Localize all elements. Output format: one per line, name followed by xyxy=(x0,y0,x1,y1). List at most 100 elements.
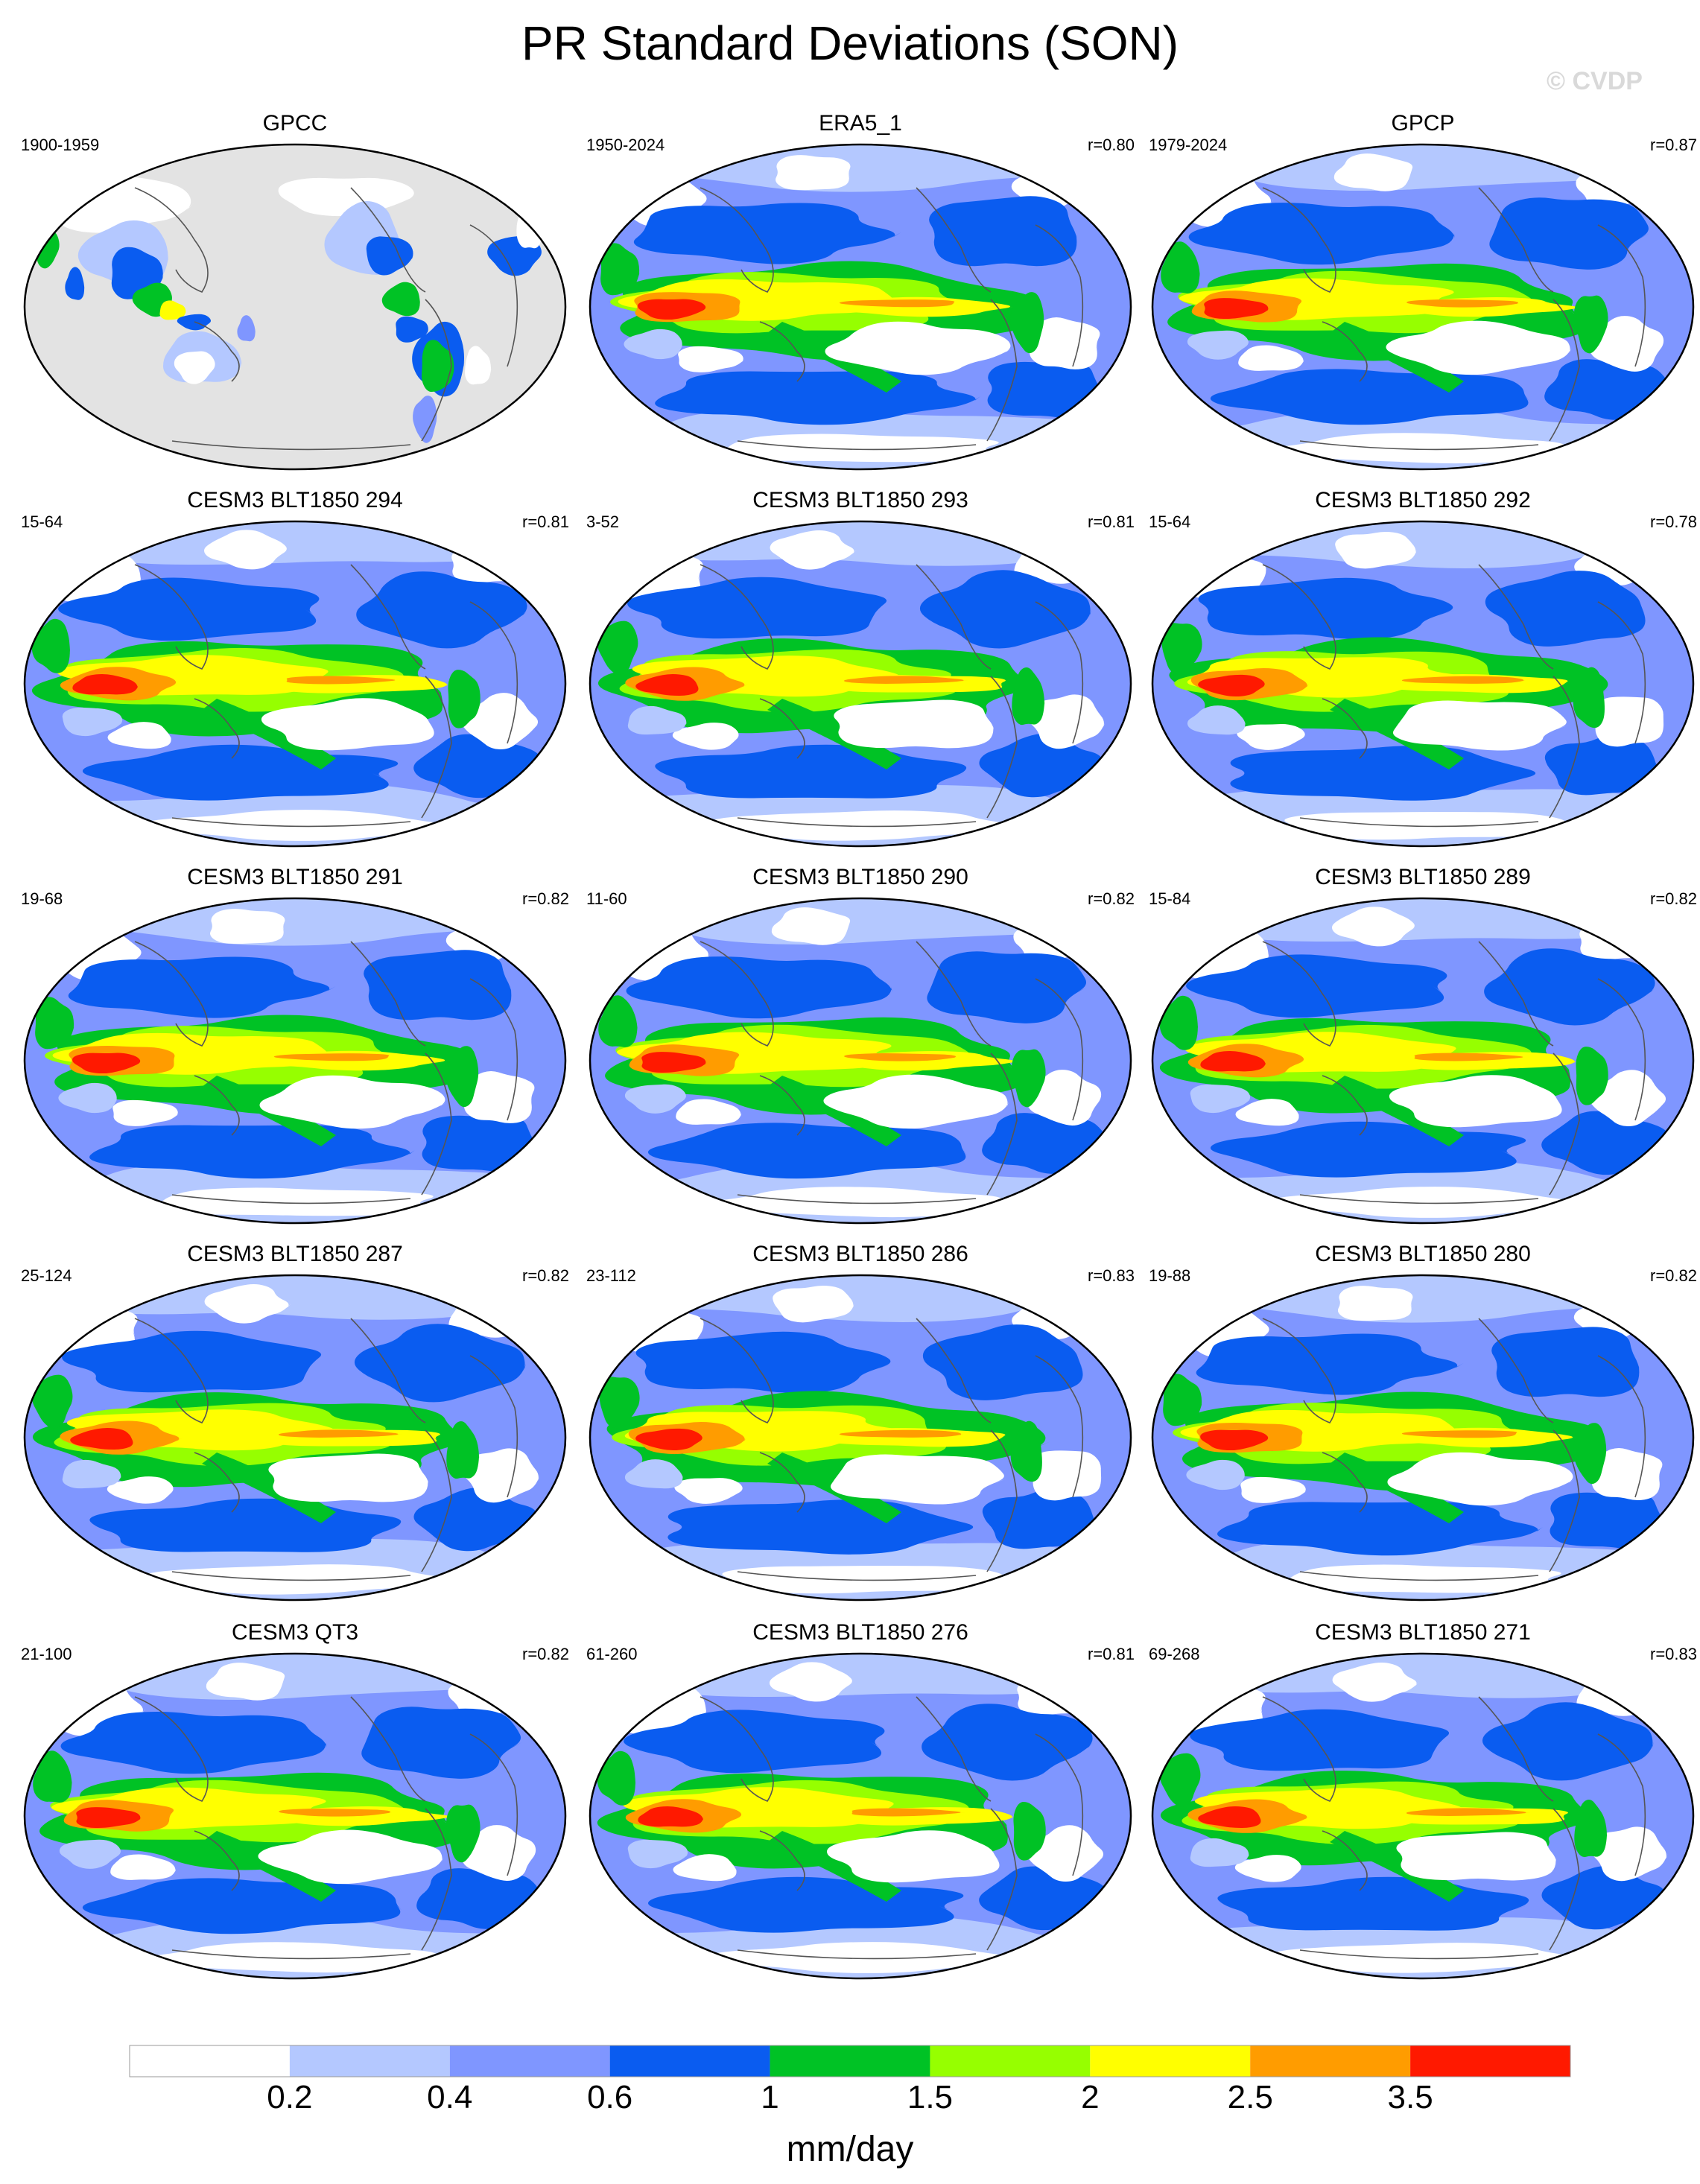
world-map xyxy=(589,143,1132,471)
panel-years: 23-112 xyxy=(586,1266,636,1285)
map-panel: CESM3 BLT1850 294 15-64 r=0.81 xyxy=(12,487,578,863)
colorbar-tick-label: 1.5 xyxy=(907,2079,954,2115)
panel-years: 19-68 xyxy=(21,889,63,908)
panel-years: 21-100 xyxy=(21,1645,72,1663)
panel-correlation: r=0.81 xyxy=(522,512,569,531)
map-panel: CESM3 BLT1850 292 15-64 r=0.78 xyxy=(1140,487,1700,863)
map-field xyxy=(590,521,1131,846)
world-map xyxy=(1151,1652,1695,1980)
world-map xyxy=(23,143,567,471)
panel-years: 25-124 xyxy=(21,1266,72,1285)
panel-years: 1979-2024 xyxy=(1149,136,1228,154)
map-panel: CESM3 BLT1850 276 61-260 r=0.81 xyxy=(577,1619,1144,1996)
map-panel: CESM3 BLT1850 271 69-268 r=0.83 xyxy=(1140,1619,1700,1996)
panel-years: 19-88 xyxy=(1149,1266,1191,1285)
colorbar-tick-label: 0.2 xyxy=(267,2079,313,2115)
panel-years: 15-84 xyxy=(1149,889,1191,908)
panel-title: CESM3 BLT1850 292 xyxy=(1315,488,1531,512)
panel-correlation: r=0.80 xyxy=(1088,136,1135,154)
world-map xyxy=(1151,1274,1695,1602)
panel-title: CESM3 BLT1850 294 xyxy=(187,488,403,512)
panel-title: CESM3 BLT1850 287 xyxy=(187,1242,403,1266)
colorbar-swatch xyxy=(770,2045,930,2077)
colorbar-tick-label: 3.5 xyxy=(1387,2079,1433,2115)
colorbar-tick-label: 0.4 xyxy=(427,2079,473,2115)
map-panel: GPCP 1979-2024 r=0.87 xyxy=(1140,110,1700,486)
map-panel: CESM3 BLT1850 291 19-68 r=0.82 xyxy=(12,864,578,1240)
panel-correlation: r=0.83 xyxy=(1088,1266,1135,1285)
panel-years: 61-260 xyxy=(586,1645,638,1663)
colorbar-swatch xyxy=(289,2045,450,2077)
panel-correlation: r=0.87 xyxy=(1650,136,1697,154)
colorbar-swatch xyxy=(1410,2045,1570,2077)
world-map xyxy=(1151,520,1695,848)
world-map xyxy=(23,1652,567,1980)
panel-title: CESM3 BLT1850 280 xyxy=(1315,1242,1531,1266)
world-map xyxy=(589,897,1132,1225)
colorbar xyxy=(129,2045,1571,2077)
panel-title: CESM3 BLT1850 289 xyxy=(1315,865,1531,889)
panel-correlation: r=0.81 xyxy=(1088,1645,1135,1663)
map-field xyxy=(1152,521,1693,846)
panel-years: 15-64 xyxy=(1149,512,1191,531)
colorbar-swatch xyxy=(1090,2045,1251,2077)
panel-correlation: r=0.81 xyxy=(1088,512,1135,531)
panel-years: 15-64 xyxy=(21,512,63,531)
panel-years: 1950-2024 xyxy=(586,136,665,154)
panel-correlation: r=0.82 xyxy=(1650,889,1697,908)
world-map xyxy=(589,520,1132,848)
world-map xyxy=(23,1274,567,1602)
world-map xyxy=(1151,143,1695,471)
colorbar-swatch xyxy=(930,2045,1091,2077)
panel-title: CESM3 QT3 xyxy=(231,1620,359,1645)
map-panel: ERA5_1 1950-2024 r=0.80 xyxy=(577,110,1144,486)
panel-title: CESM3 BLT1850 293 xyxy=(752,488,968,512)
map-field xyxy=(25,145,565,469)
panel-years: 69-268 xyxy=(1149,1645,1200,1663)
world-map xyxy=(589,1274,1132,1602)
map-panel: CESM3 BLT1850 286 23-112 r=0.83 xyxy=(577,1241,1144,1617)
panel-years: 11-60 xyxy=(586,889,627,908)
panel-title: CESM3 BLT1850 291 xyxy=(187,865,403,889)
panel-correlation: r=0.82 xyxy=(522,1266,569,1285)
colorbar-tick-label: 1 xyxy=(761,2079,779,2115)
figure-title: PR Standard Deviations (SON) xyxy=(521,16,1179,70)
panel-title: ERA5_1 xyxy=(819,111,902,136)
panel-correlation: r=0.78 xyxy=(1650,512,1697,531)
panel-correlation: r=0.83 xyxy=(1650,1645,1697,1663)
map-field xyxy=(25,1654,565,1978)
world-map xyxy=(589,1652,1132,1980)
colorbar-swatch xyxy=(1250,2045,1411,2077)
panel-title: GPCP xyxy=(1391,111,1455,136)
panel-years: 1900-1959 xyxy=(21,136,100,154)
panel-correlation: r=0.82 xyxy=(522,1645,569,1663)
panel-correlation: r=0.82 xyxy=(1088,889,1135,908)
colorbar-tick-label: 2.5 xyxy=(1227,2079,1273,2115)
map-panel: GPCC 1900-1959 xyxy=(12,110,578,486)
map-panel: CESM3 BLT1850 293 3-52 r=0.81 xyxy=(577,487,1144,863)
colorbar-units: mm/day xyxy=(786,2130,914,2169)
panel-correlation: r=0.82 xyxy=(522,889,569,908)
panel-years: 3-52 xyxy=(586,512,620,531)
map-panel: CESM3 BLT1850 280 19-88 r=0.82 xyxy=(1140,1241,1700,1617)
map-field xyxy=(1152,898,1693,1223)
panel-title: GPCC xyxy=(262,111,328,136)
panel-title: CESM3 BLT1850 290 xyxy=(752,865,968,889)
panel-title: CESM3 BLT1850 276 xyxy=(752,1620,968,1645)
map-panel: CESM3 BLT1850 290 11-60 r=0.82 xyxy=(577,864,1144,1240)
cvdp-watermark: © CVDP xyxy=(1547,67,1643,95)
world-map xyxy=(23,520,567,848)
map-panel: CESM3 BLT1850 289 15-84 r=0.82 xyxy=(1140,864,1700,1240)
map-field xyxy=(25,521,565,846)
map-field xyxy=(25,1275,565,1600)
colorbar-swatch xyxy=(130,2045,290,2077)
panel-correlation: r=0.82 xyxy=(1650,1266,1697,1285)
panel-title: CESM3 BLT1850 271 xyxy=(1315,1620,1531,1645)
colorbar-swatch xyxy=(609,2045,770,2077)
world-map xyxy=(1151,897,1695,1225)
panel-title: CESM3 BLT1850 286 xyxy=(752,1242,968,1266)
colorbar-swatch xyxy=(449,2045,610,2077)
colorbar-tick-label: 0.6 xyxy=(587,2079,633,2115)
map-panel: CESM3 QT3 21-100 r=0.82 xyxy=(12,1619,578,1996)
map-panel: CESM3 BLT1850 287 25-124 r=0.82 xyxy=(12,1241,578,1617)
